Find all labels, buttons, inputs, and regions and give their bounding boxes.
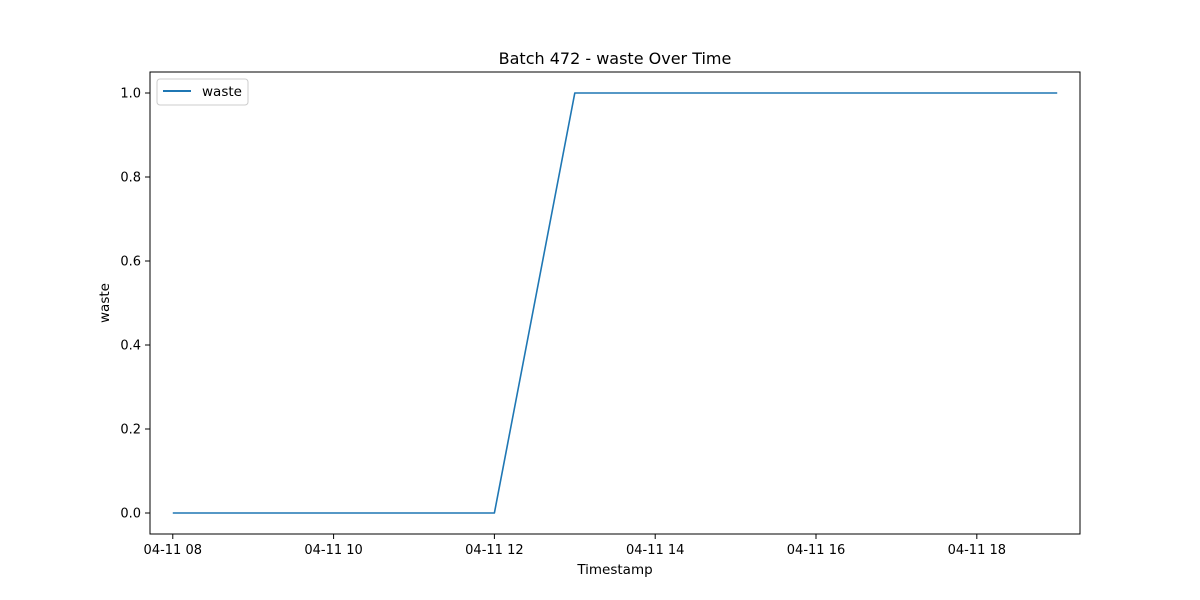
y-tick-label: 0.6 [120,255,141,270]
legend-label-waste: waste [202,84,242,100]
y-axis-label: waste [97,283,113,323]
x-tick-label: 04-11 08 [144,543,202,558]
x-tick-label: 04-11 10 [304,543,362,558]
x-tick-label: 04-11 16 [787,543,845,558]
series-line-waste [172,92,1058,514]
legend-frame [156,78,249,106]
chart-title: Batch 472 - waste Over Time [499,49,732,68]
x-axis: 04-11 08 04-11 10 04-11 12 04-11 14 04-11 16… [144,534,1006,558]
legend: waste [156,78,249,106]
y-tick-label: 0.8 [120,171,141,186]
x-tick-label: 04-11 14 [626,543,684,558]
x-tick-label: 04-11 18 [948,543,1006,558]
x-axis-label: Timestamp [576,562,652,578]
y-tick-label: 0.2 [120,423,141,438]
y-tick-label: 0.4 [120,339,141,354]
y-axis: 0.0 0.2 0.4 0.6 0.8 1.0 [120,87,150,522]
y-tick-label: 1.0 [120,87,141,102]
series-layer [172,92,1058,514]
y-tick-label: 0.0 [120,507,141,522]
x-tick-label: 04-11 12 [465,543,523,558]
plot-area-frame [149,71,1081,535]
